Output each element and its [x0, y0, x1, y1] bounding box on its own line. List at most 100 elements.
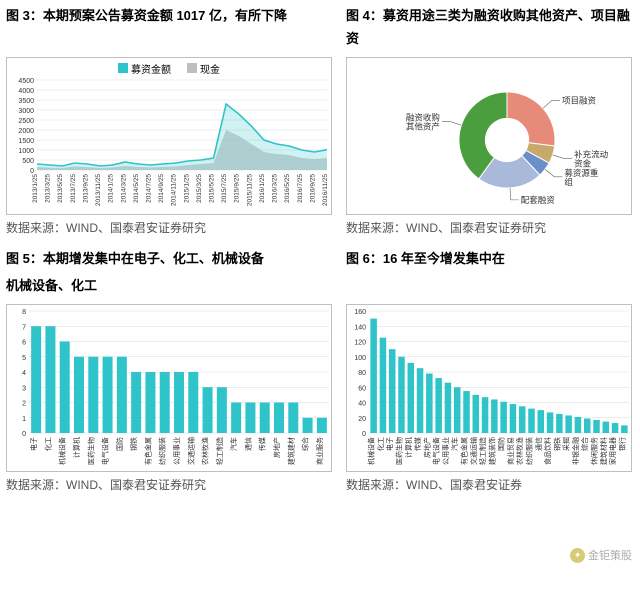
svg-text:电气设备: 电气设备 — [432, 437, 441, 465]
fig3-chart: 募资金额 现金 05001000150020002500300035004000… — [6, 57, 332, 215]
svg-text:2013/3/25: 2013/3/25 — [45, 173, 52, 202]
svg-text:1000: 1000 — [18, 148, 34, 155]
svg-text:2014/1/25: 2014/1/25 — [108, 173, 115, 202]
svg-text:交通运输: 交通运输 — [469, 437, 478, 465]
svg-text:8: 8 — [22, 309, 26, 316]
svg-text:0: 0 — [30, 168, 34, 175]
svg-text:医药生物: 医药生物 — [395, 437, 404, 465]
svg-text:2013/9/25: 2013/9/25 — [82, 173, 89, 202]
svg-text:化工: 化工 — [43, 437, 52, 451]
svg-text:食品饮料: 食品饮料 — [543, 437, 552, 465]
svg-text:20: 20 — [358, 415, 366, 422]
fig5-source: 数据来源：WIND、国泰君安证券研究 — [6, 472, 334, 500]
svg-text:休闲服务: 休闲服务 — [590, 437, 599, 465]
svg-text:2013/7/25: 2013/7/25 — [70, 173, 77, 202]
svg-text:2015/9/25: 2015/9/25 — [234, 173, 241, 202]
svg-text:通信: 通信 — [243, 437, 252, 451]
svg-text:交通运输: 交通运输 — [186, 437, 195, 465]
svg-text:农林牧渔: 农林牧渔 — [515, 437, 524, 465]
svg-text:5: 5 — [22, 354, 26, 361]
watermark-text: 金钜策股 — [588, 547, 632, 563]
watermark: ✦ 金钜策股 — [570, 547, 632, 563]
svg-text:2015/11/25: 2015/11/25 — [246, 173, 253, 205]
svg-text:钢铁: 钢铁 — [552, 437, 561, 451]
svg-text:钢铁: 钢铁 — [129, 437, 138, 451]
svg-text:公用事业: 公用事业 — [172, 437, 181, 465]
svg-text:建筑装饰: 建筑装饰 — [487, 437, 496, 465]
fig4-plot: 项目融资补充流动资金募资源重组配套融资融资收购其他资产 — [347, 58, 633, 216]
svg-text:40: 40 — [358, 400, 366, 407]
svg-text:2015/1/25: 2015/1/25 — [183, 173, 190, 202]
svg-text:计算机: 计算机 — [72, 437, 81, 458]
svg-text:采掘: 采掘 — [562, 437, 571, 451]
svg-text:0: 0 — [362, 431, 366, 438]
svg-text:2014/7/25: 2014/7/25 — [145, 173, 152, 202]
svg-text:综合: 综合 — [580, 437, 589, 451]
svg-text:3: 3 — [22, 385, 26, 392]
fig3-title: 图 3：本期预案公告募资金额 1017 亿，有所下降 — [6, 4, 334, 27]
svg-text:140: 140 — [354, 324, 366, 331]
svg-text:2015/3/25: 2015/3/25 — [196, 173, 203, 202]
svg-text:4500: 4500 — [18, 78, 34, 85]
svg-text:房地产: 房地产 — [272, 437, 281, 458]
svg-text:60: 60 — [358, 385, 366, 392]
svg-text:2: 2 — [22, 400, 26, 407]
svg-text:家用电器: 家用电器 — [608, 437, 617, 465]
svg-text:组: 组 — [564, 177, 573, 187]
svg-text:0: 0 — [22, 431, 26, 438]
svg-text:电气设备: 电气设备 — [101, 437, 110, 465]
fig3-legend: 募资金额 现金 — [7, 58, 331, 76]
svg-text:商业服务: 商业服务 — [315, 437, 324, 465]
svg-text:国防: 国防 — [497, 437, 506, 451]
svg-text:计算机: 计算机 — [404, 437, 413, 458]
svg-text:6: 6 — [22, 339, 26, 346]
svg-text:银行: 银行 — [617, 437, 626, 451]
svg-text:汽车: 汽车 — [229, 437, 238, 451]
svg-text:纺织服装: 纺织服装 — [525, 437, 534, 465]
svg-text:2014/11/25: 2014/11/25 — [171, 173, 178, 205]
svg-text:传媒: 传媒 — [413, 437, 422, 451]
svg-text:轻工制造: 轻工制造 — [215, 437, 224, 465]
svg-text:房地产: 房地产 — [422, 437, 431, 458]
svg-text:2500: 2500 — [18, 118, 34, 125]
svg-text:配套融资: 配套融资 — [521, 195, 556, 205]
watermark-icon: ✦ — [570, 548, 585, 563]
fig5-title-line2: 机械设备、化工 — [6, 274, 334, 297]
svg-text:1: 1 — [22, 415, 26, 422]
svg-text:2013/1/25: 2013/1/25 — [32, 173, 39, 202]
fig6-chart: 020406080100120140160机械设备化工电子医药生物计算机传媒房地… — [346, 304, 632, 472]
svg-text:纺织服装: 纺织服装 — [158, 437, 167, 465]
fig5-plot: 012345678电子化工机械设备计算机医药生物电气设备国防钢铁有色金属纺织服装… — [7, 305, 333, 473]
svg-text:3500: 3500 — [18, 98, 34, 105]
svg-text:3000: 3000 — [18, 108, 34, 115]
svg-text:80: 80 — [358, 370, 366, 377]
svg-text:有色金属: 有色金属 — [143, 437, 152, 465]
svg-text:非银金融: 非银金融 — [571, 437, 580, 465]
svg-text:2014/9/25: 2014/9/25 — [158, 173, 165, 202]
svg-text:公用事业: 公用事业 — [441, 437, 450, 465]
svg-text:160: 160 — [354, 309, 366, 316]
fig3-source: 数据来源：WIND、国泰君安证券研究 — [6, 215, 334, 243]
svg-text:其他资产: 其他资产 — [406, 121, 440, 131]
fig6-plot: 020406080100120140160机械设备化工电子医药生物计算机传媒房地… — [347, 305, 633, 473]
svg-text:120: 120 — [354, 339, 366, 346]
svg-text:农林牧渔: 农林牧渔 — [201, 437, 210, 465]
svg-text:商业贸易: 商业贸易 — [506, 437, 515, 465]
svg-text:100: 100 — [354, 354, 366, 361]
svg-text:电子: 电子 — [29, 437, 38, 451]
svg-text:化工: 化工 — [376, 437, 385, 451]
svg-text:汽车: 汽车 — [450, 437, 459, 451]
svg-text:2015/5/25: 2015/5/25 — [209, 173, 216, 202]
fig6-title: 图 6：16 年至今增发集中在 — [346, 247, 634, 270]
svg-text:医药生物: 医药生物 — [86, 437, 95, 465]
svg-text:建筑材料: 建筑材料 — [599, 437, 608, 465]
svg-text:2016/5/25: 2016/5/25 — [284, 173, 291, 202]
svg-text:2014/5/25: 2014/5/25 — [133, 173, 140, 202]
fig5-title: 图 5：本期增发集中在电子、化工、机械设备 — [6, 247, 334, 270]
svg-text:2016/1/25: 2016/1/25 — [259, 173, 266, 202]
svg-text:轻工制造: 轻工制造 — [478, 437, 487, 465]
svg-text:2016/3/25: 2016/3/25 — [272, 173, 279, 202]
svg-text:机械设备: 机械设备 — [367, 437, 376, 465]
svg-text:2016/7/25: 2016/7/25 — [297, 173, 304, 202]
svg-text:4: 4 — [22, 370, 26, 377]
